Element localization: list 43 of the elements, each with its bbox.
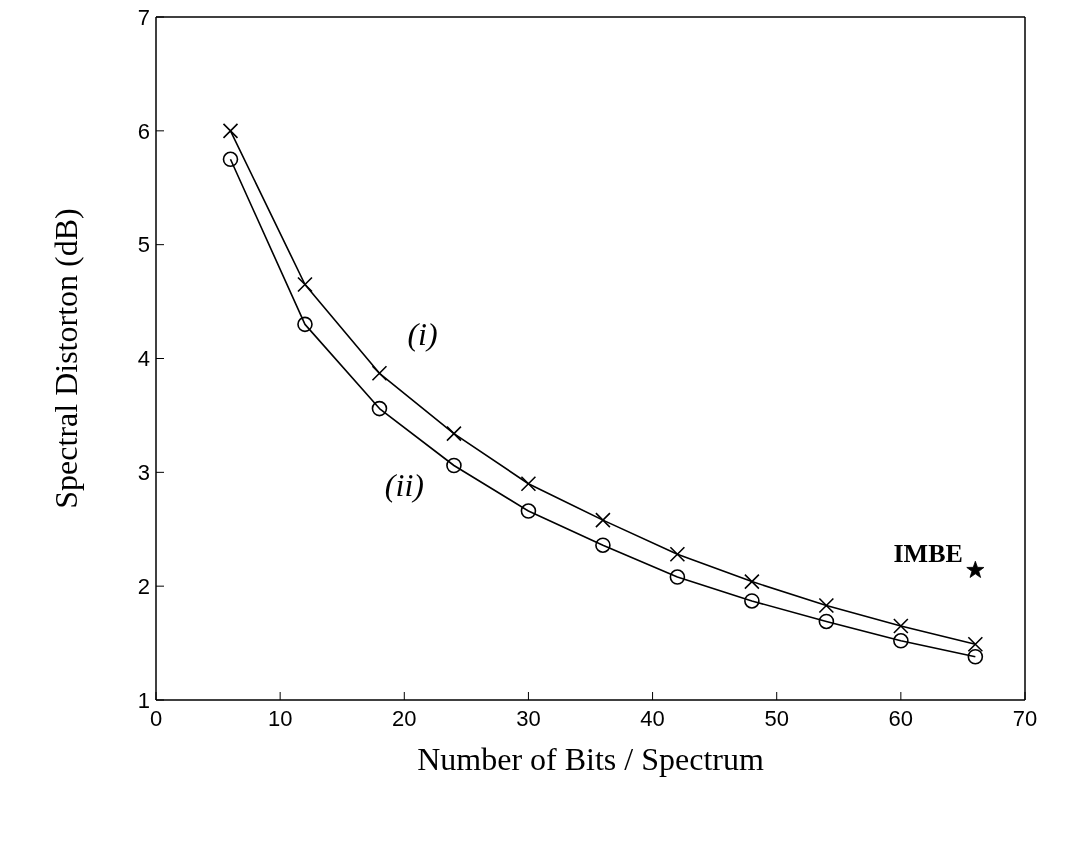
point <box>669 546 686 563</box>
point <box>967 648 984 665</box>
point <box>818 597 835 614</box>
point <box>222 123 239 139</box>
point <box>520 503 537 519</box>
x-tick-label: 10 <box>267 705 293 731</box>
point <box>893 618 909 634</box>
point <box>669 569 686 585</box>
x-tick-label: 70 <box>1012 705 1038 731</box>
point <box>446 425 462 442</box>
y-tick-label: 3 <box>137 460 150 486</box>
point <box>818 613 835 630</box>
y-tick-label: 1 <box>137 687 150 713</box>
y-tick-label: 4 <box>137 346 150 372</box>
series-label: (i) <box>407 316 438 353</box>
x-tick-label: 60 <box>888 705 914 731</box>
y-axis-title: Spectral Distorton (dB) <box>48 208 85 509</box>
y-tick-label: 5 <box>137 232 150 258</box>
x-tick-label: 20 <box>392 705 417 731</box>
point <box>744 573 760 590</box>
series-label: (ii) <box>384 466 424 503</box>
point <box>371 400 388 417</box>
point <box>520 475 537 492</box>
y-tick-label: 2 <box>137 573 150 599</box>
point <box>595 512 611 528</box>
y-tick-label: 6 <box>137 118 150 144</box>
x-tick-label: 50 <box>764 705 789 731</box>
point <box>297 276 313 293</box>
x-tick-label: 40 <box>640 705 665 731</box>
point <box>371 365 388 382</box>
series-label: IMBE <box>893 538 963 568</box>
x-tick-label: 0 <box>149 705 163 731</box>
point <box>595 537 611 553</box>
point <box>893 633 909 649</box>
x-axis-title: Number of Bits / Spectrum <box>417 741 764 777</box>
point <box>222 151 239 168</box>
point <box>967 636 984 653</box>
point <box>446 457 462 474</box>
point <box>297 316 313 333</box>
point <box>744 593 760 609</box>
point <box>966 560 985 578</box>
x-tick-label: 30 <box>516 705 541 731</box>
y-tick-label: 7 <box>137 4 150 30</box>
